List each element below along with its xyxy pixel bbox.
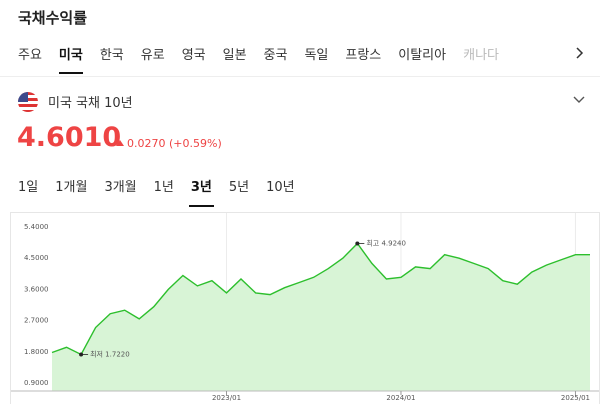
country-tab[interactable]: 프랑스	[345, 48, 382, 63]
y-tick-label: 3.6000	[24, 285, 49, 293]
period-tab[interactable]: 3개월	[104, 180, 137, 195]
divider	[0, 76, 600, 77]
instrument-dropdown[interactable]	[572, 95, 586, 105]
chart: 5.4000 4.5000 3.6000 2.7000 1.8000 0.9000 2023…	[10, 212, 600, 404]
annotation-label: 최저 1.7220	[90, 350, 130, 359]
y-tick-label: 1.8000	[24, 348, 49, 356]
page-title: 국채수익률	[18, 9, 88, 27]
country-tab[interactable]: 중국	[263, 48, 288, 63]
country-tab[interactable]: 이탈리아	[398, 48, 447, 63]
period-tab[interactable]: 1일	[18, 180, 39, 195]
country-tab[interactable]: 독일	[304, 48, 329, 63]
y-tick-label: 0.9000	[24, 379, 49, 387]
country-tabs: 주요 미국 한국 유로 영국 일본 중국 독일 프랑스 이탈리아 캐나다	[18, 44, 499, 74]
period-tab[interactable]: 1개월	[55, 180, 88, 195]
price: 4.6010	[17, 122, 122, 153]
y-tick-label: 2.7000	[24, 317, 49, 325]
country-tab[interactable]: 일본	[222, 48, 247, 63]
period-tab[interactable]: 5년	[228, 180, 250, 195]
period-tab[interactable]: 1년	[153, 180, 174, 195]
instrument-name: 미국 국채 10년	[48, 96, 133, 111]
country-tab[interactable]: 주요	[18, 48, 42, 63]
y-tick-label: 4.5000	[24, 254, 49, 262]
tabs-next[interactable]	[574, 46, 586, 60]
period-tabs: 1일 1개월 3개월 1년 3년 5년 10년	[18, 176, 295, 207]
period-tab[interactable]: 10년	[266, 180, 295, 195]
up-arrow	[116, 140, 124, 146]
line	[51, 242, 590, 356]
period-tab[interactable]: 3년	[188, 176, 214, 207]
us-flag	[18, 92, 38, 112]
price-change: 0.0270 (+0.59%)	[127, 137, 222, 150]
annotation-label: 최고 4.9240	[366, 239, 406, 248]
x-tick-label: 2023/01	[212, 394, 241, 402]
country-tab[interactable]: 미국	[58, 44, 83, 74]
country-tab[interactable]: 유로	[140, 48, 165, 63]
area	[52, 243, 590, 391]
country-tab[interactable]: 캐나다	[463, 48, 499, 63]
y-tick-label: 5.4000	[24, 223, 49, 231]
x-tick-label: 2025/01	[561, 394, 590, 402]
country-tab[interactable]: 영국	[181, 48, 206, 63]
country-tab[interactable]: 한국	[99, 48, 124, 63]
x-tick-label: 2024/01	[386, 394, 415, 402]
